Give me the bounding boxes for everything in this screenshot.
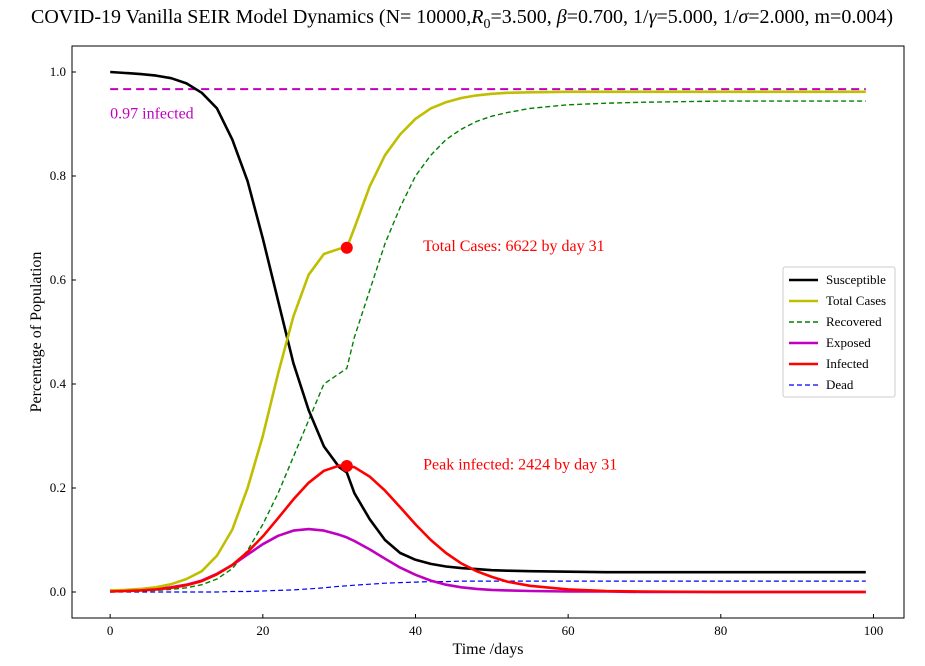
chart-title-r-sub: 0 (484, 17, 491, 32)
x-tick-label: 40 (409, 623, 422, 638)
annotations: 0.97 infected Total Cases: 6622 by day 31… (110, 106, 617, 474)
chart-title-prefix: COVID-19 Vanilla SEIR Model Dynamics (N=… (31, 6, 471, 28)
highlight-marker (340, 459, 353, 472)
y-tick-label: 1.0 (50, 64, 66, 79)
chart-title-sigma: σ (738, 6, 749, 28)
chart-title-r: R (470, 6, 483, 28)
legend: Susceptible Total Cases Recovered Exposed In… (782, 266, 896, 398)
x-tick-label: 80 (714, 623, 727, 638)
axis-ticks: 0 20 40 60 80 100 0.0 0.2 0.4 0.6 0.8 1.0 (50, 64, 883, 638)
y-tick-label: 0.8 (50, 168, 66, 183)
legend-label: Recovered (826, 314, 882, 329)
highlight-marker (340, 241, 353, 254)
chart-title-after-gamma: =5.000, 1/ (657, 6, 739, 28)
legend-label: Infected (826, 356, 869, 371)
legend-label: Dead (826, 377, 854, 392)
y-tick-label: 0.0 (50, 584, 66, 599)
series-line-recovered (110, 100, 866, 593)
y-tick-label: 0.4 (50, 376, 67, 391)
legend-label: Exposed (826, 335, 871, 350)
x-tick-label: 60 (562, 623, 575, 638)
series-line-infected (110, 464, 866, 594)
plot-area-frame (71, 45, 905, 619)
annotation-text: 0.97 infected (110, 106, 194, 123)
series-lines (110, 70, 866, 594)
chart-title-after-r: =3.500, (491, 6, 557, 28)
chart-title-after-beta: =0.700, 1/ (567, 6, 649, 28)
highlight-markers (340, 241, 353, 472)
annotation-text: Total Cases: 6622 by day 31 (423, 238, 605, 255)
chart-title-suffix: =2.000, m=0.004) (748, 6, 893, 28)
legend-label: Susceptible (826, 272, 886, 287)
x-tick-label: 100 (864, 623, 884, 638)
x-axis-label: Time /days (453, 641, 524, 658)
chart-title-beta: β (556, 6, 567, 28)
y-tick-label: 0.6 (50, 272, 67, 287)
x-tick-label: 20 (256, 623, 269, 638)
chart-title-gamma: γ (649, 6, 658, 28)
series-line-exposed (110, 527, 866, 594)
series-line-total-cases (110, 90, 866, 592)
annotation-text: Peak infected: 2424 by day 31 (423, 457, 617, 474)
legend-label: Total Cases (826, 293, 886, 308)
chart-title: COVID-19 Vanilla SEIR Model Dynamics (N=… (31, 6, 893, 32)
series-line-dead (110, 580, 866, 593)
y-axis-label: Percentage of Population (28, 252, 45, 413)
series-line-susceptible (110, 70, 866, 574)
x-tick-label: 0 (107, 623, 114, 638)
y-tick-label: 0.2 (50, 480, 66, 495)
